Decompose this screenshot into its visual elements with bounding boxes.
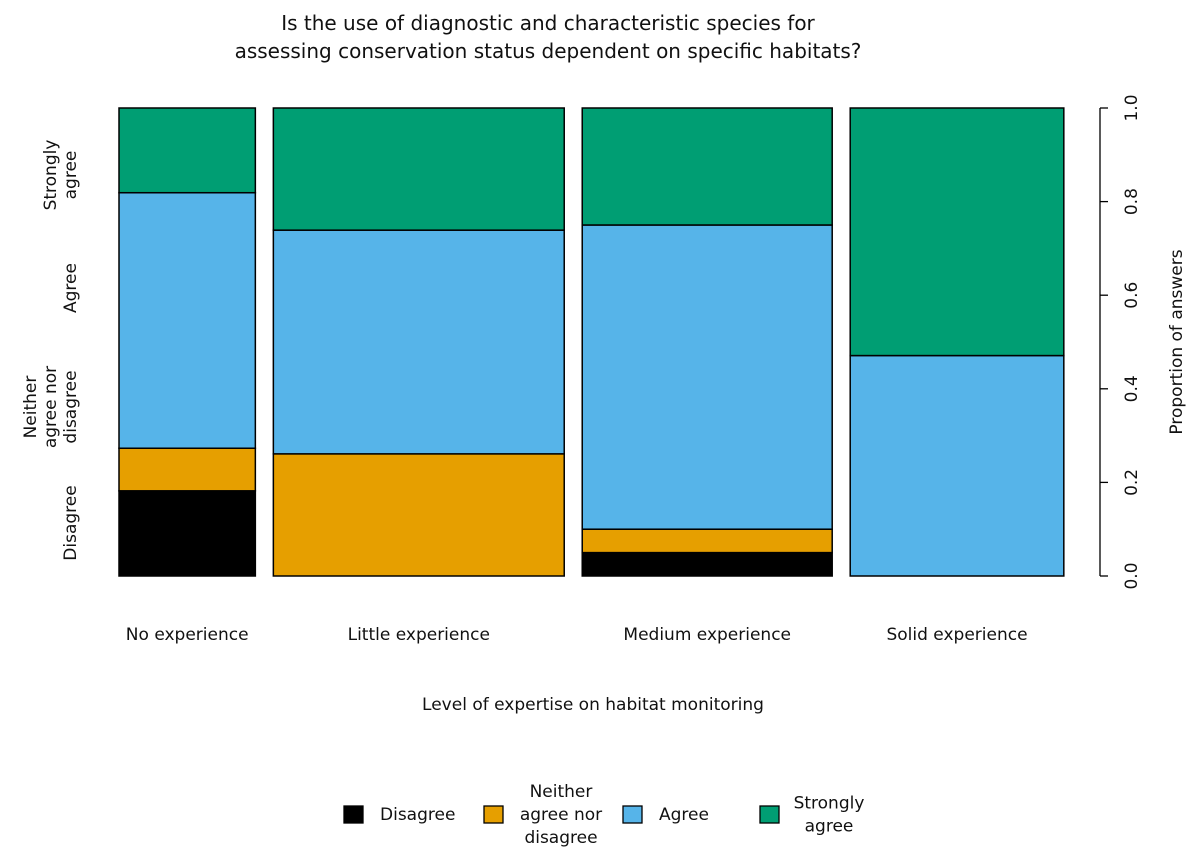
legend-swatch: [759, 805, 780, 824]
mosaic-tile-disagree: [581, 551, 833, 577]
left-axis-label-line: agree: [61, 151, 81, 200]
legend-label: Disagree: [380, 805, 455, 825]
right-axis-tick-label: 0.2: [1122, 469, 1142, 496]
legend-swatch: [343, 805, 364, 824]
legend-label: Agree: [659, 805, 709, 825]
mosaic-tile-strongly: [272, 107, 565, 231]
mosaic-tile-disagree: [118, 490, 257, 577]
mosaic-tile-neither: [118, 447, 257, 492]
legend: Disagree Neither agree nor disagree Agree Str…: [343, 782, 865, 848]
x-axis-labels: No experience Little experience Medium exp…: [126, 625, 1028, 715]
right-axis-tick-label: 0.4: [1122, 375, 1142, 402]
legend-label-line: Disagree: [380, 805, 455, 825]
right-axis-tick-label: 0.0: [1122, 562, 1142, 589]
left-axis-label-neither: Neitheragree nordisagree: [21, 366, 81, 448]
mosaic-tile-agree: [849, 354, 1065, 577]
left-axis-label-line: Strongly: [41, 140, 61, 211]
left-axis-label-line: Agree: [61, 263, 81, 313]
x-tick-label: Solid experience: [886, 625, 1027, 645]
right-axis-tick-label: 0.8: [1122, 188, 1142, 215]
left-axis-label-agree: Agree: [61, 263, 81, 313]
right-axis: 0.0 0.2 0.4 0.6 0.8 1.0 Proportion of answers: [1099, 94, 1187, 590]
legend-item-agree: Agree: [622, 805, 709, 825]
left-axis-labels: Disagree Neitheragree nordisagree Agree Str…: [21, 140, 81, 561]
x-axis-title: Level of expertise on habitat monitoring: [422, 695, 764, 715]
left-axis-label-disagree: Disagree: [61, 485, 81, 560]
left-axis-label-line: agree nor: [41, 366, 61, 448]
legend-label: Neither agree nor disagree: [520, 782, 602, 848]
mosaic-tile-neither: [272, 453, 565, 577]
mosaic-tile-agree: [581, 224, 833, 530]
mosaic-tile-strongly: [581, 107, 833, 226]
legend-label-line: Neither: [530, 782, 593, 802]
x-tick-label: Medium experience: [623, 625, 791, 645]
mosaic-tiles: [118, 107, 1065, 577]
mosaic-tile-strongly: [849, 107, 1065, 357]
chart-title-line: assessing conservation status dependent …: [235, 39, 862, 63]
right-axis-tick-label: 1.0: [1122, 94, 1142, 121]
x-tick-label: Little experience: [348, 625, 490, 645]
mosaic-tile-neither: [581, 528, 833, 554]
legend-swatch: [483, 805, 504, 824]
legend-label-line: Strongly: [794, 794, 865, 814]
chart-title: Is the use of diagnostic and characteris…: [235, 11, 862, 63]
left-axis-label-strongly: Stronglyagree: [41, 140, 81, 211]
legend-label-line: agree: [805, 817, 854, 837]
legend-label-line: agree nor: [520, 805, 602, 825]
legend-item-strongly: Strongly agree: [759, 794, 865, 837]
mosaic-tile-agree: [118, 191, 257, 449]
legend-item-neither: Neither agree nor disagree: [483, 782, 602, 848]
left-axis-label-line: Neither: [21, 376, 41, 439]
legend-item-disagree: Disagree: [343, 805, 455, 825]
legend-swatch: [622, 805, 643, 824]
chart-title-line: Is the use of diagnostic and characteris…: [281, 11, 815, 35]
left-axis-label-line: disagree: [61, 370, 81, 443]
left-axis-label-line: Disagree: [61, 485, 81, 560]
legend-label-line: disagree: [524, 828, 597, 848]
right-axis-tick-label: 0.6: [1122, 282, 1142, 309]
x-tick-label: No experience: [126, 625, 249, 645]
mosaic-tile-strongly: [118, 107, 257, 194]
legend-label-line: Agree: [659, 805, 709, 825]
right-axis-title: Proportion of answers: [1167, 249, 1187, 434]
legend-label: Strongly agree: [794, 794, 865, 837]
mosaic-tile-agree: [272, 229, 565, 455]
